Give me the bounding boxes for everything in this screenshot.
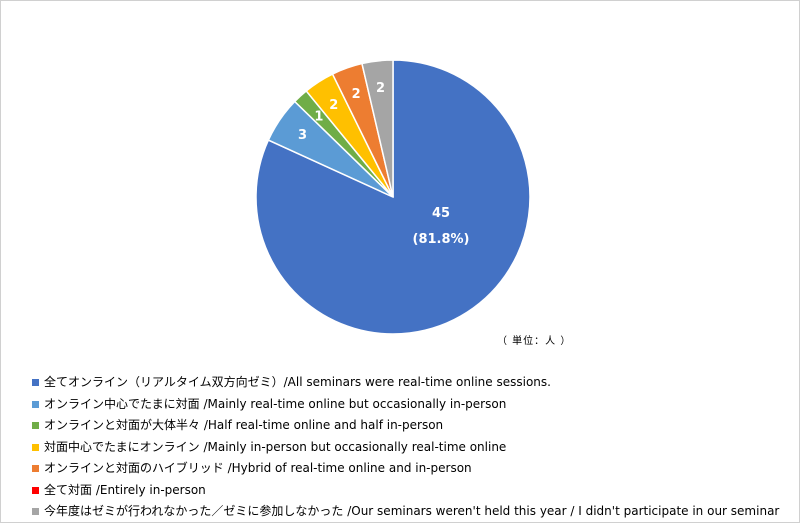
- legend-entry: 全て対面 /Entirely in-person: [32, 480, 779, 502]
- legend-label: 対面中心でたまにオンライン /Mainly in-person but occa…: [44, 439, 507, 454]
- pie-data-label: 1: [314, 109, 323, 124]
- pie-slice: [255, 59, 531, 335]
- legend-entry: 対面中心でたまにオンライン /Mainly in-person but occa…: [32, 437, 779, 459]
- pie-slices: [255, 59, 531, 335]
- legend-entry: 今年度はゼミが行われなかった／ゼミに参加しなかった /Our seminars …: [32, 501, 779, 523]
- legend-swatch: [32, 379, 39, 387]
- legend-label: 全てオンライン（リアルタイム双方向ゼミ）/All seminars were r…: [44, 375, 551, 389]
- legend-swatch: [32, 486, 39, 494]
- legend-entry: 全てオンライン（リアルタイム双方向ゼミ）/All seminars were r…: [32, 372, 779, 394]
- unit-label: （ 単位：人 ）: [497, 336, 572, 347]
- legend-entry: オンライン中心でたまに対面 /Mainly real-time online b…: [32, 394, 779, 416]
- legend-entry: オンラインと対面が大体半々 /Half real-time online and…: [32, 415, 779, 437]
- pie-data-label: 45: [432, 206, 450, 221]
- pie-data-label: 2: [352, 87, 361, 102]
- legend-label: オンラインと対面のハイブリッド /Hybrid of real-time onl…: [44, 461, 472, 475]
- legend-swatch: [32, 443, 39, 451]
- legend-label: オンライン中心でたまに対面 /Mainly real-time online b…: [44, 396, 507, 411]
- legend-swatch: [32, 400, 39, 408]
- pie-data-label: 3: [298, 128, 307, 143]
- legend-swatch: [32, 465, 39, 473]
- legend-label: 全て対面 /Entirely in-person: [44, 482, 206, 497]
- pie-data-label: 2: [376, 81, 385, 96]
- legend-swatch: [32, 508, 39, 516]
- legend-entry: オンラインと対面のハイブリッド /Hybrid of real-time onl…: [32, 458, 779, 480]
- pie-slice: [361, 59, 394, 198]
- legend-label: オンラインと対面が大体半々 /Half real-time online and…: [44, 418, 444, 432]
- pie-data-label: 2: [329, 98, 338, 113]
- legend-swatch: [32, 422, 39, 430]
- legend-label: 今年度はゼミが行われなかった／ゼミに参加しなかった /Our seminars …: [44, 504, 780, 518]
- pie-percent-label: (81.8%): [413, 232, 470, 247]
- legend: 全てオンライン（リアルタイム双方向ゼミ）/All seminars were r…: [32, 372, 779, 523]
